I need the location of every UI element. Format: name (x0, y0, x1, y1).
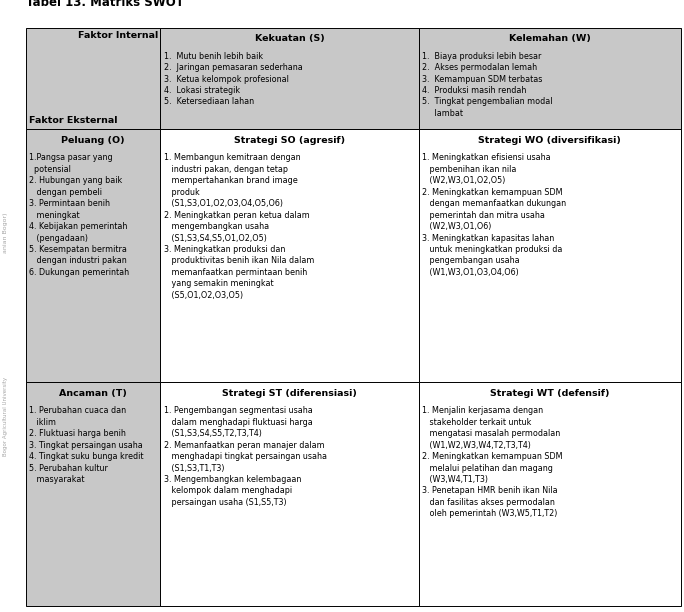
Text: 1. Meningkatkan efisiensi usaha
   pembenihan ikan nila
   (W2,W3,O1,O2,O5)
2. M: 1. Meningkatkan efisiensi usaha pembenih… (422, 154, 566, 277)
Text: 1. Membangun kemitraan dengan
   industri pakan, dengan tetap
   mempertahankan : 1. Membangun kemitraan dengan industri p… (163, 154, 314, 300)
Text: 1. Perubahan cuaca dan
   iklim
2. Fluktuasi harga benih
3. Tingkat persaingan u: 1. Perubahan cuaca dan iklim 2. Fluktuas… (29, 406, 143, 484)
Bar (160, 129, 419, 382)
Text: 1.  Biaya produksi lebih besar
2.  Akses permodalan lemah
3.  Kemampuan SDM terb: 1. Biaya produksi lebih besar 2. Akses p… (422, 51, 553, 118)
Bar (160, 382, 419, 606)
Text: Ancaman (T): Ancaman (T) (59, 389, 127, 398)
Bar (160, 28, 419, 129)
Text: Bogor Agricultural University: Bogor Agricultural University (3, 376, 8, 456)
Text: Strategi ST (diferensiasi): Strategi ST (diferensiasi) (222, 389, 357, 398)
Text: 1.  Mutu benih lebih baik
2.  Jaringan pemasaran sederhana
3.  Ketua kelompok pr: 1. Mutu benih lebih baik 2. Jaringan pem… (163, 51, 302, 106)
Text: Strategi WT (defensif): Strategi WT (defensif) (490, 389, 609, 398)
Bar (419, 382, 681, 606)
Bar (419, 28, 681, 129)
Text: 1. Pengembangan segmentasi usaha
   dalam menghadapi fluktuasi harga
   (S1,S3,S: 1. Pengembangan segmentasi usaha dalam m… (163, 406, 326, 507)
Bar (26, 382, 160, 606)
Text: Kekuatan (S): Kekuatan (S) (254, 34, 324, 43)
Text: 1.Pangsa pasar yang
  potensial
2. Hubungan yang baik
   dengan pembeli
3. Permi: 1.Pangsa pasar yang potensial 2. Hubunga… (29, 154, 129, 277)
Text: Peluang (O): Peluang (O) (62, 136, 125, 144)
Text: Kelemahan (W): Kelemahan (W) (509, 34, 590, 43)
Text: 1. Menjalin kerjasama dengan
   stakeholder terkait untuk
   mengatasi masalah p: 1. Menjalin kerjasama dengan stakeholder… (422, 406, 563, 518)
Text: Tabel 13. Matriks SWOT: Tabel 13. Matriks SWOT (26, 0, 184, 9)
Text: Faktor Internal: Faktor Internal (78, 31, 158, 40)
Text: Strategi SO (agresif): Strategi SO (agresif) (234, 136, 345, 144)
Text: Faktor Eksternal: Faktor Eksternal (29, 116, 117, 125)
Bar (26, 129, 160, 382)
Text: Strategi WO (diversifikasi): Strategi WO (diversifikasi) (478, 136, 621, 144)
Text: anian Bogor): anian Bogor) (3, 212, 8, 253)
Bar (26, 28, 160, 129)
Bar (419, 129, 681, 382)
